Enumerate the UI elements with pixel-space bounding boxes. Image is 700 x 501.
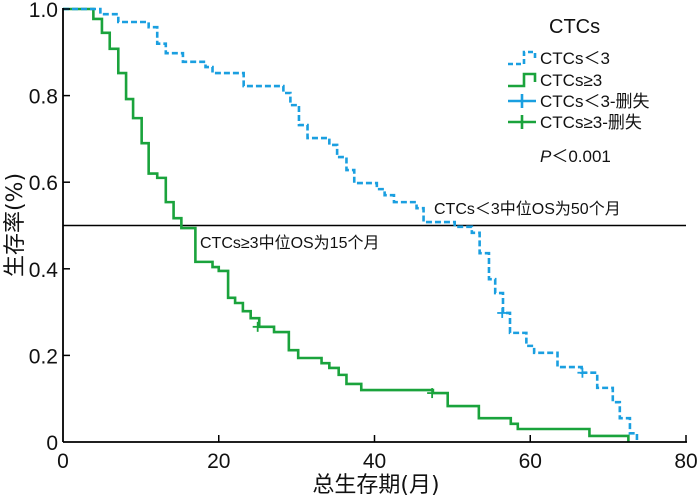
x-ticks: 0 20 40 60 80 [57, 435, 698, 473]
legend-items: CTCs＜3 CTCs≥3 CTCs＜3-删失 CTCs≥3-删失 [508, 49, 650, 132]
y-tick-label: 1.0 [29, 0, 58, 22]
x-axis-title: 总生存期(月) [312, 473, 439, 498]
p-value-symbol: P [540, 147, 552, 166]
legend-swatch-line [508, 72, 537, 88]
y-tick-label: 0.8 [29, 86, 58, 109]
legend-label: CTCs≥3 [540, 71, 602, 90]
legend-item-4: CTCs≥3-删失 [508, 113, 642, 132]
x-tick-label: 60 [519, 450, 542, 473]
legend-label: CTCs≥3-删失 [540, 113, 642, 132]
legend-label: CTCs＜3 [540, 49, 610, 68]
legend: CTCs CTCs＜3 CTCs≥3 CTCs＜3-删失 CTCs≥3-删失 [508, 16, 650, 132]
series-layer [63, 7, 639, 442]
series-high [63, 7, 630, 442]
y-tick-label: 0.6 [29, 172, 58, 195]
annotation-high-median: CTCs≥3中位OS为15个月 [200, 234, 379, 252]
legend-item-1: CTCs＜3 [508, 49, 610, 68]
p-value-text: ＜0.001 [551, 147, 611, 166]
legend-title: CTCs [549, 16, 600, 38]
y-ticks: 0 0.2 0.4 0.6 0.8 1.0 [29, 0, 70, 455]
x-tick-label: 0 [57, 450, 69, 473]
legend-item-2: CTCs≥3 [508, 71, 602, 90]
x-tick-label: 20 [207, 450, 230, 473]
y-tick-label: 0 [46, 432, 58, 455]
legend-label: CTCs＜3-删失 [540, 92, 650, 111]
y-tick-label: 0.4 [29, 259, 59, 282]
series-low [63, 7, 639, 442]
y-tick-label: 0.2 [29, 345, 58, 368]
p-value: P＜0.001 [540, 147, 611, 166]
legend-swatch-line [508, 50, 537, 66]
survival-curve-low [63, 7, 639, 442]
x-tick-label: 80 [674, 450, 697, 473]
x-tick-label: 40 [363, 450, 386, 473]
y-axis-title: 生存率(%) [3, 173, 28, 277]
plot-area: 0 20 40 60 80 0 0.2 0.4 0.6 0.8 1.0 [29, 0, 698, 473]
legend-item-3: CTCs＜3-删失 [508, 92, 650, 111]
annotation-low-median: CTCs＜3中位OS为50个月 [434, 200, 621, 218]
survival-curve-high [63, 7, 630, 442]
